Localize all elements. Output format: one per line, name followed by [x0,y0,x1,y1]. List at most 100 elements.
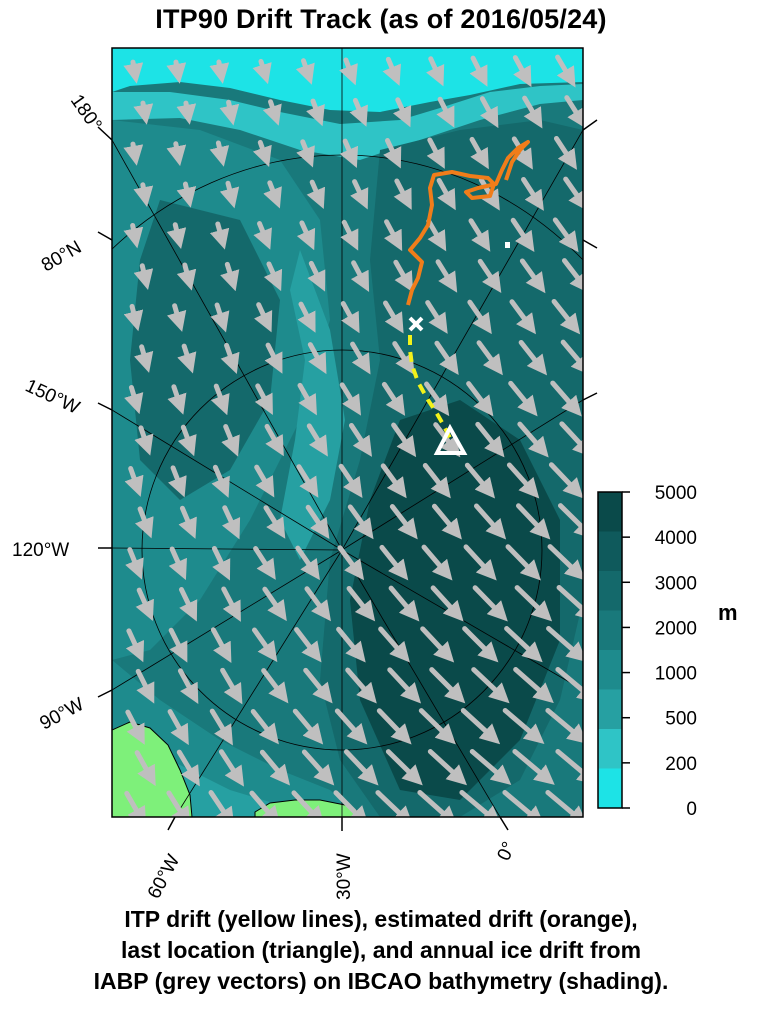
drift-vector [219,180,240,209]
drift-vector [464,462,496,499]
drift-vector [545,708,583,744]
drift-vector [564,95,583,129]
drift-vector [391,422,417,458]
drift-vector [505,544,541,581]
caption: ITP drift (yellow lines), estimated drif… [0,904,762,997]
drift-vector [168,627,188,663]
drift-vector [263,261,283,292]
drift-vector [250,709,279,745]
drift-vector [133,182,154,208]
label-30w: 30°W [334,853,355,900]
map-title: ITP90 Drift Track (as of 2016/05/24) [155,4,607,34]
colorbar-segment [598,729,622,769]
drift-vector [436,96,455,128]
drift-vector [343,749,379,786]
estimated-drift-track [406,140,530,306]
drift-vector [178,505,197,539]
drift-vector [167,384,187,415]
drift-vector [555,54,576,88]
drift-vector [345,667,377,704]
drift-vector [513,667,554,704]
drift-vector [333,790,370,817]
drift-vector [462,626,499,663]
drift-vector [340,301,360,334]
drift-vector [425,300,448,334]
drift-vector [209,59,230,84]
drift-vector [125,628,145,663]
colorbar-segment [598,492,622,532]
drift-vector [434,340,459,376]
drift-vector [469,136,489,170]
drift-vector [556,585,583,622]
drift-vector [382,56,401,86]
drift-vector [123,59,144,84]
drift-vector [512,55,532,88]
drift-vector [307,260,326,292]
marker-dot [505,242,510,248]
drift-vector [176,100,197,125]
drift-vector [506,462,540,499]
drift-vector [477,258,502,293]
drift-vector [166,790,191,817]
drift-vector [546,626,583,663]
drift-vector [262,99,282,126]
drift-vector [422,463,451,499]
drift-vector [545,790,583,817]
drift-vector [522,95,543,129]
colorbar-segment [598,571,622,611]
drift-vector [382,300,404,334]
drift-vector [124,466,144,497]
drift-vector [304,586,331,622]
drift-vector [125,547,144,580]
drift-vector [125,709,145,745]
drift-vector [253,221,272,250]
drift-vector [514,585,553,622]
drift-vector [387,667,422,704]
drift-vector [383,138,402,169]
drift-vector [388,585,420,622]
drift-vector [133,344,154,373]
drift-vector [177,343,197,374]
drift-vector [133,263,154,290]
drift-vector [211,545,231,581]
drift-vector [346,585,376,622]
drift-vector [124,790,147,817]
map-area [112,48,583,817]
drift-vector [134,750,156,787]
drift-vector [466,381,494,417]
colorbar-tick-label: 4000 [655,528,697,549]
drift-vector [306,179,326,209]
drift-vector [418,708,456,745]
drift-vector [502,708,545,744]
drift-vector [221,586,241,622]
drift-vector [379,544,409,581]
label-80n: 80°N [38,237,85,276]
label-60w: 60°W [144,851,184,902]
drift-vector [431,503,462,540]
drift-vector [392,341,415,375]
drift-vector [296,220,316,251]
drift-vector [261,668,289,704]
label-120w: 120°W [12,540,69,561]
drift-vector [392,97,412,128]
drift-vector [508,380,538,417]
drift-vector [350,260,370,293]
drift-vector [512,749,555,785]
colorbar-segment [598,650,622,690]
drift-vector [475,421,505,458]
drift-vector [518,339,548,376]
colorbar-tick-label: 5000 [655,483,697,504]
drift-vector [168,465,187,498]
frame-ticks [97,119,598,831]
colorbar-tick-label: 2000 [655,618,697,639]
drift-vector [210,302,230,333]
drift-vector [509,299,536,335]
drift-vector [561,258,583,294]
drift-vector [262,586,287,622]
drift-vector [510,217,535,252]
drift-vector [264,423,284,457]
drift-vector [177,668,199,704]
colorbar-segment [598,531,622,572]
drift-vector [336,626,366,663]
drift-vector [220,342,240,375]
